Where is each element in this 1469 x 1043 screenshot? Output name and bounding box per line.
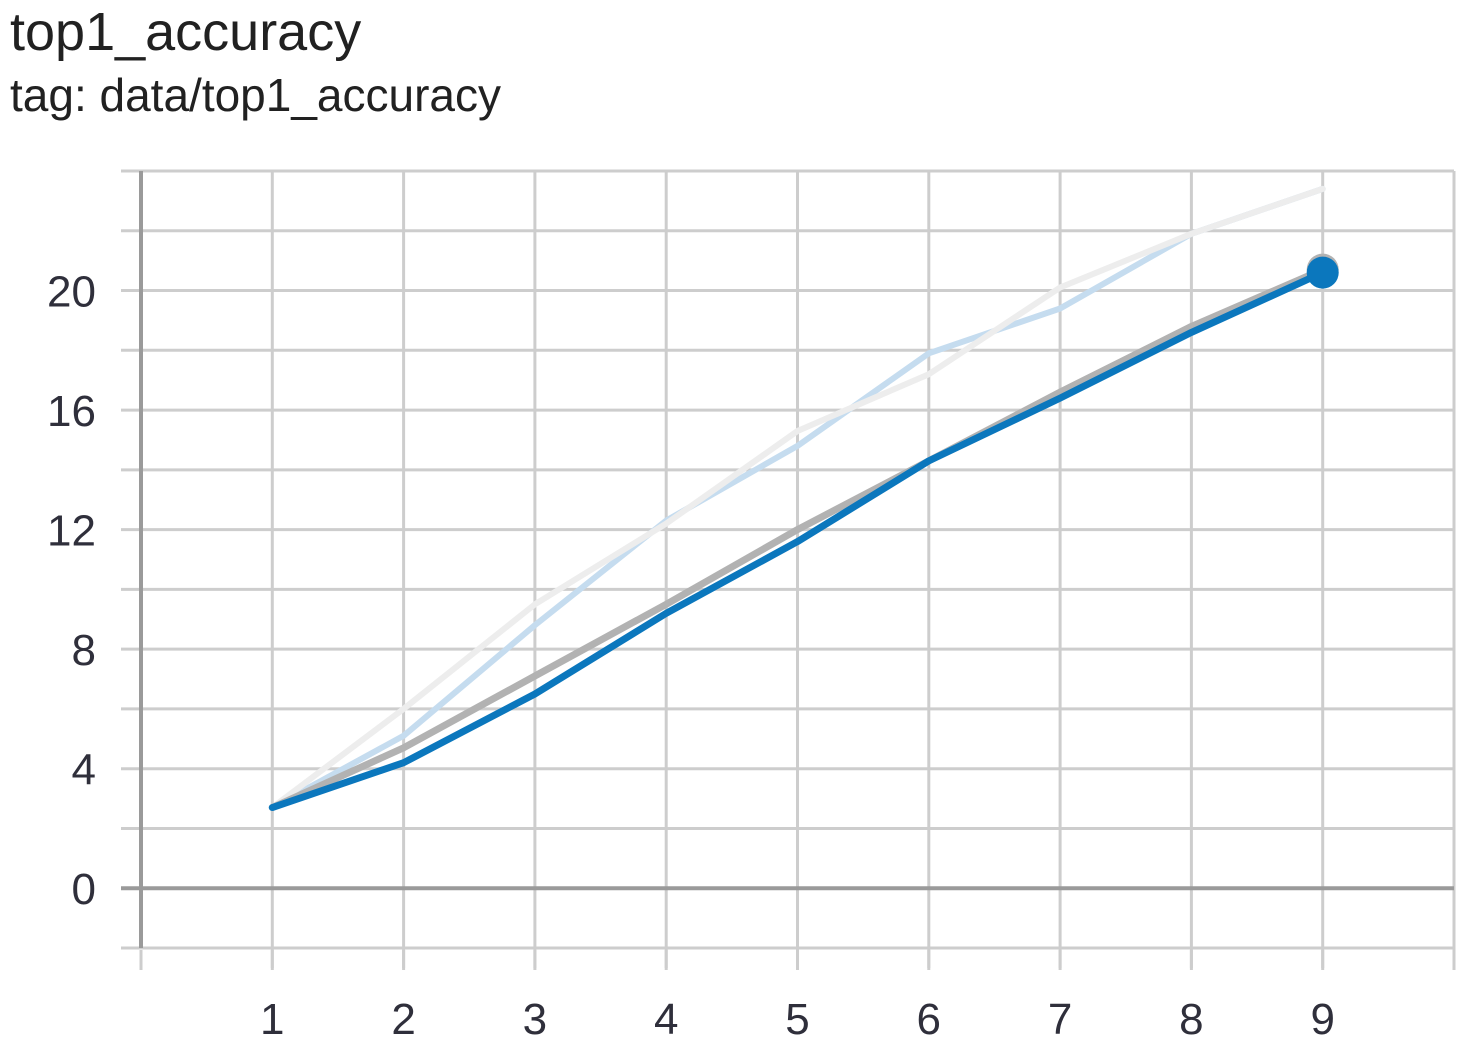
x-tick-label: 3 bbox=[523, 995, 547, 1043]
chart-title: top1_accuracy bbox=[10, 2, 362, 62]
series-layer bbox=[268, 185, 1339, 811]
y-tick-label: 16 bbox=[47, 387, 96, 436]
y-tick-label: 8 bbox=[72, 626, 96, 675]
smoothed-series-line bbox=[268, 266, 1327, 811]
x-tick-label: 8 bbox=[1179, 995, 1203, 1043]
axis-layer bbox=[139, 171, 1456, 970]
raw-series-line bbox=[269, 185, 1326, 811]
x-tick-label: 9 bbox=[1310, 995, 1334, 1043]
x-tick-label: 1 bbox=[260, 995, 284, 1043]
chart-tag: tag: data/top1_accuracy bbox=[10, 69, 501, 121]
x-tick-label: 4 bbox=[654, 995, 678, 1043]
x-tick-label: 2 bbox=[391, 995, 415, 1043]
smoothed-series-line bbox=[268, 269, 1327, 811]
grid-layer bbox=[121, 169, 1456, 968]
y-tick-label: 4 bbox=[72, 746, 96, 795]
raw-series-line bbox=[269, 185, 1326, 811]
x-tick-label: 5 bbox=[785, 995, 809, 1043]
y-tick-label: 12 bbox=[47, 507, 96, 556]
y-tick-label: 20 bbox=[47, 268, 96, 317]
x-tick-label: 6 bbox=[917, 995, 941, 1043]
y-tick-label: 0 bbox=[72, 865, 96, 914]
series-end-point[interactable] bbox=[1306, 256, 1339, 289]
x-tick-label: 7 bbox=[1048, 995, 1072, 1043]
